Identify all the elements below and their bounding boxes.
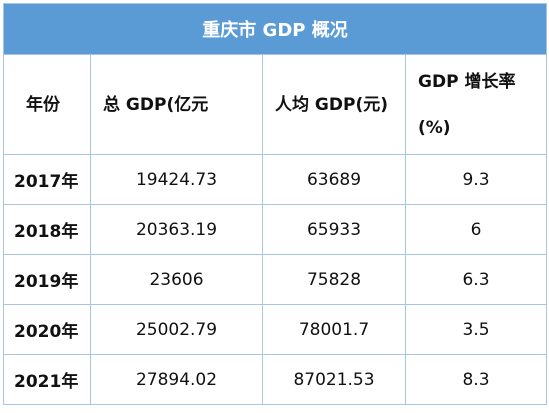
header-text: 人均 GDP(元): [275, 94, 388, 115]
header-row: 年份 总 GDP(亿元 人均 GDP(元) GDP 增长率 (%): [3, 54, 548, 155]
header-cell: GDP 增长率 (%): [404, 54, 548, 155]
header-cell: 总 GDP(亿元: [90, 54, 263, 155]
value-cell: 65933: [262, 204, 406, 255]
value-cell: 6.3: [404, 254, 548, 305]
year-cell: 2019年: [3, 254, 91, 305]
data-row: 2021年 27894.02 87021.53 8.3: [3, 354, 548, 405]
value-cell: 87021.53: [262, 354, 406, 405]
header-text: 年份: [26, 94, 60, 115]
year-cell: 2021年: [3, 354, 91, 405]
table-body: 重庆市 GDP 概况 年份 总 GDP(亿元 人均 GDP(元) GDP 增长率 (%…: [2, 3, 548, 405]
data-row: 2017年 19424.73 63689 9.3: [3, 154, 548, 205]
data-row: 2018年 20363.19 65933 6: [3, 204, 548, 255]
data-row: 2020年 25002.79 78001.7 3.5: [3, 304, 548, 355]
year-cell: 2018年: [3, 204, 91, 255]
value-cell: 20363.19: [90, 204, 263, 255]
value-cell: 78001.7: [262, 304, 406, 355]
gdp-table: 重庆市 GDP 概况 年份 总 GDP(亿元 人均 GDP(元) GDP 增长率 (%…: [2, 3, 548, 405]
value-cell: 9.3: [404, 154, 548, 205]
header-text: GDP 增长率 (%): [418, 71, 516, 138]
data-row: 2019年 23606 75828 6.3: [3, 254, 548, 305]
value-cell: 6: [404, 204, 548, 255]
header-cell: 人均 GDP(元): [262, 54, 406, 155]
value-cell: 8.3: [404, 354, 548, 405]
value-cell: 27894.02: [90, 354, 263, 405]
year-cell: 2017年: [3, 154, 91, 205]
value-cell: 63689: [262, 154, 406, 205]
title-row: 重庆市 GDP 概况: [2, 3, 548, 55]
value-cell: 25002.79: [90, 304, 263, 355]
header-cell: 年份: [3, 54, 91, 155]
year-cell: 2020年: [3, 304, 91, 355]
value-cell: 23606: [90, 254, 263, 305]
value-cell: 19424.73: [90, 154, 263, 205]
value-cell: 75828: [262, 254, 406, 305]
table-title: 重庆市 GDP 概况: [2, 3, 548, 55]
value-cell: 3.5: [404, 304, 548, 355]
header-text: 总 GDP(亿元: [103, 94, 209, 115]
